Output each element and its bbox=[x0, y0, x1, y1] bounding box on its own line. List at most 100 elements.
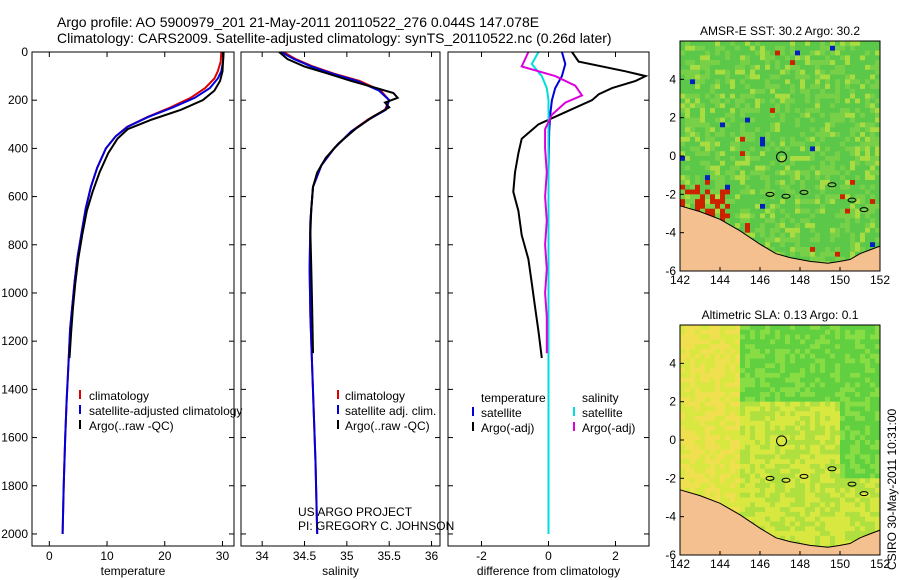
map-cell bbox=[760, 156, 766, 162]
map-cell bbox=[770, 430, 776, 436]
map-cell bbox=[810, 425, 816, 431]
map-cell bbox=[720, 127, 726, 133]
map-cell bbox=[830, 251, 836, 258]
map-cell bbox=[855, 79, 861, 85]
map-cell bbox=[710, 420, 716, 427]
map-cell bbox=[730, 179, 736, 186]
map-cell bbox=[735, 358, 741, 364]
map-cell bbox=[780, 401, 786, 407]
map-cell bbox=[860, 440, 866, 446]
map-cell bbox=[795, 151, 801, 157]
map-cell bbox=[790, 478, 796, 484]
map-cell bbox=[795, 179, 801, 186]
map-cell bbox=[765, 179, 771, 186]
map-cell bbox=[865, 459, 871, 465]
map-cell bbox=[690, 411, 696, 417]
map-cell bbox=[800, 232, 806, 238]
map-cell bbox=[740, 344, 746, 350]
map-cell bbox=[690, 473, 696, 479]
map-cell bbox=[825, 454, 831, 460]
map-cell bbox=[810, 184, 816, 190]
map-cell bbox=[695, 108, 701, 114]
map-cell bbox=[750, 440, 756, 446]
map-cell bbox=[875, 175, 881, 181]
map-cell bbox=[795, 348, 801, 355]
map-cell bbox=[875, 526, 881, 532]
map-cell bbox=[690, 420, 696, 427]
map-cell bbox=[750, 329, 756, 335]
island-outline bbox=[847, 197, 857, 203]
map-cell bbox=[705, 84, 711, 90]
map-cell bbox=[805, 382, 811, 388]
map-cell bbox=[785, 84, 791, 90]
map-cell bbox=[705, 344, 711, 350]
map-cell bbox=[745, 377, 751, 383]
map-cell bbox=[720, 156, 726, 162]
y-tick-label: 600 bbox=[8, 190, 28, 204]
map-cell bbox=[845, 401, 851, 407]
map-cell bbox=[725, 358, 731, 364]
map-cell bbox=[740, 334, 746, 340]
map-cell bbox=[815, 440, 821, 446]
map-cell bbox=[680, 368, 686, 374]
map-cell bbox=[745, 459, 751, 465]
map-cell bbox=[815, 227, 821, 234]
map-cell bbox=[810, 420, 816, 427]
map-cell bbox=[860, 112, 866, 119]
map-cell bbox=[790, 372, 796, 379]
map-cell bbox=[745, 88, 751, 95]
map-cell bbox=[785, 353, 791, 359]
map-cell bbox=[715, 401, 721, 407]
map-cell bbox=[760, 203, 766, 210]
map-cell bbox=[690, 440, 696, 446]
map-cell bbox=[705, 170, 711, 176]
map-cell bbox=[855, 420, 861, 427]
x-tick-label: 152 bbox=[870, 557, 890, 571]
map-cell bbox=[790, 93, 796, 99]
map-cell bbox=[700, 122, 706, 128]
map-cell bbox=[760, 132, 766, 138]
map-cell bbox=[715, 103, 721, 109]
map-cell bbox=[685, 127, 691, 133]
map-cell bbox=[805, 511, 811, 518]
map-cell bbox=[750, 492, 756, 498]
map-cell bbox=[875, 60, 881, 66]
map-cell bbox=[825, 329, 831, 335]
map-cell bbox=[685, 363, 691, 369]
map-cell bbox=[790, 247, 796, 253]
map-cell bbox=[850, 203, 856, 210]
island-outline bbox=[859, 491, 869, 497]
map-cell bbox=[830, 242, 836, 248]
map-cell bbox=[810, 521, 816, 527]
map-cell bbox=[765, 64, 771, 71]
map-cell bbox=[795, 353, 801, 359]
map-cell bbox=[780, 247, 786, 253]
map-cell bbox=[865, 194, 871, 200]
map-cell bbox=[870, 483, 876, 489]
map-cell bbox=[840, 449, 846, 455]
map-cell bbox=[770, 420, 776, 427]
map-cell bbox=[695, 329, 701, 335]
map-cell bbox=[750, 74, 756, 80]
map-cell bbox=[690, 160, 696, 166]
map-cell bbox=[750, 339, 756, 345]
map-cell bbox=[745, 136, 751, 143]
map-cell bbox=[765, 325, 771, 331]
map-cell bbox=[715, 208, 721, 214]
map-cell bbox=[730, 103, 736, 109]
map-cell bbox=[795, 425, 801, 431]
map-cell bbox=[700, 170, 706, 176]
map-cell bbox=[830, 358, 836, 364]
map-cell bbox=[770, 165, 776, 171]
map-cell bbox=[775, 79, 781, 85]
map-cell bbox=[840, 444, 846, 450]
map-cell bbox=[750, 203, 756, 210]
map-cell bbox=[865, 483, 871, 489]
map-cell bbox=[755, 88, 761, 95]
map-cell bbox=[870, 334, 876, 340]
map-cell bbox=[795, 487, 801, 494]
map-cell bbox=[695, 478, 701, 484]
map-cell bbox=[755, 463, 761, 470]
map-cell bbox=[755, 416, 761, 422]
